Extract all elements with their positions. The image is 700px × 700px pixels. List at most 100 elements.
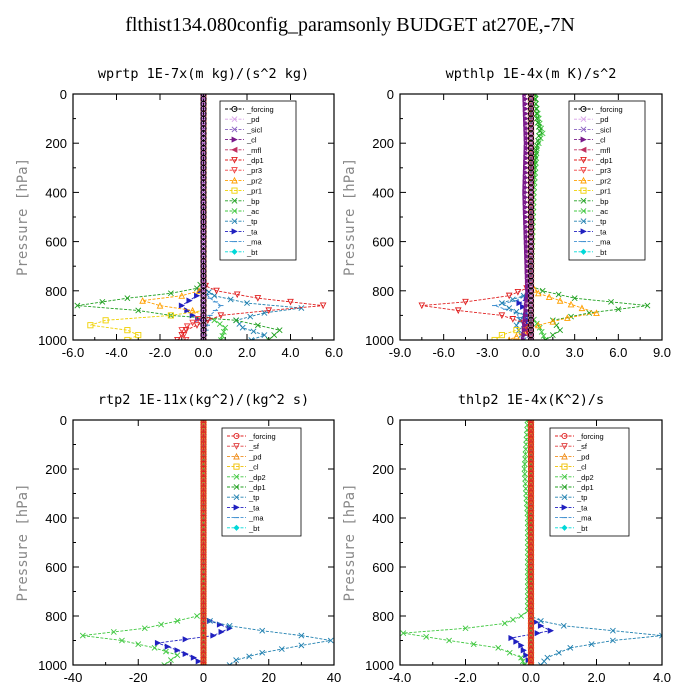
data-point — [182, 636, 189, 643]
data-point — [522, 105, 529, 112]
legend-label: _forcing — [248, 432, 276, 441]
legend-label: _ma — [246, 238, 262, 247]
data-point — [522, 100, 529, 107]
data-point — [522, 174, 529, 181]
legend-marker — [233, 443, 240, 450]
x-tick-label: -40 — [64, 670, 83, 685]
data-point — [194, 613, 200, 619]
data-point — [506, 649, 513, 656]
data-point — [135, 307, 142, 314]
legend-marker — [580, 167, 587, 174]
legend-label: _bp — [246, 197, 260, 206]
x-tick-label: -3.0 — [476, 345, 498, 360]
legend-marker — [580, 187, 587, 194]
panel-title: rtp2 1E-11x(kg^2)/(kg^2 s) — [98, 392, 309, 408]
legend-label: _pd — [248, 452, 262, 461]
y-tick-label: 200 — [45, 136, 67, 151]
plot-frame — [72, 419, 335, 666]
y-tick-label: 200 — [372, 462, 394, 477]
data-point — [182, 327, 190, 334]
legend-label: _ta — [595, 227, 607, 236]
legend-label: _ma — [576, 514, 592, 523]
data-point — [248, 337, 255, 340]
x-tick-label: 2.0 — [587, 670, 605, 685]
data-point — [154, 639, 162, 647]
legend-label: _bt — [246, 248, 258, 257]
data-point — [418, 302, 426, 310]
legend-label: _bp — [595, 197, 609, 206]
data-point — [124, 295, 131, 302]
data-point — [527, 661, 535, 665]
data-point — [522, 94, 529, 98]
legend-marker — [580, 197, 587, 204]
legend-label: _pr3 — [246, 166, 262, 175]
x-tick-label: -2.0 — [149, 345, 171, 360]
legend-label: _pr2 — [595, 176, 611, 185]
data-point — [522, 475, 529, 482]
data-point — [539, 287, 546, 294]
legend-marker — [580, 146, 587, 153]
data-point — [615, 306, 622, 313]
series-line — [82, 420, 204, 665]
panel-title: wprtp 1E-7x(m kg)/(s^2 kg) — [98, 66, 309, 82]
legend-marker — [561, 484, 568, 490]
data-point — [174, 647, 181, 654]
data-point — [167, 312, 174, 319]
legend-marker — [580, 126, 587, 133]
legend-label: _forcing — [576, 432, 604, 441]
data-point — [509, 296, 516, 303]
data-point — [233, 657, 240, 664]
data-point — [135, 641, 142, 648]
data-point — [644, 302, 651, 309]
data-point — [213, 287, 220, 295]
data-point — [178, 292, 186, 299]
data-point — [523, 243, 531, 250]
x-tick-label: -2.0 — [454, 670, 476, 685]
data-point — [533, 105, 540, 112]
data-point — [659, 632, 662, 639]
legend-label: _cl — [595, 136, 606, 145]
data-point — [524, 258, 531, 265]
legend-label: _dp1 — [576, 483, 594, 492]
legend-label: _pr2 — [246, 176, 262, 185]
data-point — [217, 312, 225, 320]
legend-marker — [561, 473, 568, 480]
data-point — [216, 321, 223, 327]
data-point — [446, 637, 453, 644]
data-point — [505, 292, 513, 300]
data-point — [462, 298, 469, 306]
legend-label: _forcing — [595, 105, 623, 114]
data-point — [278, 646, 285, 652]
data-point — [521, 466, 528, 472]
legend-marker — [231, 248, 238, 255]
y-tick-label: 0 — [60, 87, 67, 102]
data-point — [521, 662, 528, 665]
data-point — [588, 641, 595, 648]
data-point — [555, 649, 562, 656]
data-point — [542, 337, 549, 340]
series-line — [157, 420, 231, 665]
data-point — [523, 218, 530, 226]
data-point — [244, 300, 250, 307]
legend-label: _tp — [595, 217, 606, 226]
data-point — [119, 637, 125, 644]
series-cl — [520, 94, 532, 340]
data-point — [250, 328, 257, 335]
legend-marker — [231, 218, 238, 225]
data-point — [547, 627, 554, 634]
data-point — [522, 95, 529, 103]
data-point — [254, 322, 261, 329]
data-point — [540, 332, 547, 339]
data-point — [522, 446, 529, 453]
data-point — [498, 312, 506, 320]
y-tick-label: 600 — [372, 560, 394, 575]
plot-frame — [399, 93, 663, 341]
data-point — [567, 300, 575, 308]
x-tick-label: -6.0 — [432, 345, 454, 360]
data-point — [523, 213, 530, 221]
plot-area — [418, 94, 651, 340]
data-point — [227, 296, 234, 303]
series-line — [421, 94, 532, 340]
data-point — [163, 648, 169, 655]
y-tick-label: 200 — [372, 136, 394, 151]
